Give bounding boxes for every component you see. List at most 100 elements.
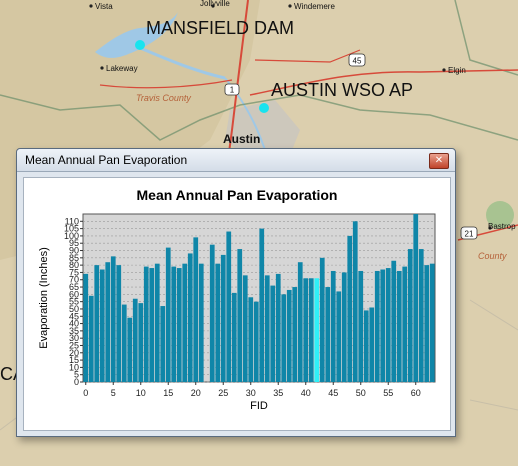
- town-label-lakeway: Lakeway: [106, 64, 138, 73]
- county-boundary: [0, 94, 518, 141]
- town-dot-bastrop: [488, 226, 492, 230]
- bar: [336, 291, 342, 382]
- county-label-travis: Travis County: [136, 93, 191, 103]
- x-tick-label: 20: [191, 388, 201, 398]
- river: [224, 77, 266, 151]
- x-tick-label: 45: [328, 388, 338, 398]
- county-label-bastrop: County: [478, 251, 507, 261]
- bar: [358, 270, 364, 382]
- bar: [149, 268, 155, 382]
- bar: [193, 237, 199, 382]
- bar: [402, 266, 408, 382]
- close-icon[interactable]: ✕: [429, 153, 449, 169]
- town-label-elgin: Elgin: [448, 66, 466, 75]
- bar: [264, 275, 270, 382]
- highway-2: [249, 69, 518, 96]
- x-tick-label: 30: [246, 388, 256, 398]
- x-tick-label: 10: [136, 388, 146, 398]
- bar: [176, 268, 182, 382]
- svg-text:45: 45: [353, 57, 362, 66]
- bar: [99, 269, 105, 382]
- x-tick-label: 0: [83, 388, 88, 398]
- y-axis-label: Evaporation (Inches): [38, 247, 50, 349]
- town-label-vista: Vista: [95, 2, 113, 11]
- bar: [154, 263, 160, 382]
- bar: [215, 263, 221, 382]
- town-dot-vista: [89, 4, 93, 8]
- window-titlebar[interactable]: Mean Annual Pan Evaporation ✕: [17, 149, 455, 172]
- bar: [231, 292, 237, 382]
- lake-travis: [95, 12, 178, 58]
- urban-area: [225, 100, 300, 160]
- bar: [165, 247, 171, 382]
- bar: [248, 297, 254, 382]
- y-tick-label: 25: [69, 340, 79, 350]
- y-tick-label: 105: [64, 224, 79, 234]
- station-point-mansfield-dam[interactable]: [135, 40, 145, 50]
- bar: [121, 304, 127, 382]
- bar: [171, 266, 177, 382]
- highway: [227, 0, 249, 161]
- road-shield-1: 1: [224, 83, 240, 96]
- city-label-austin: Austin: [223, 132, 261, 146]
- town-dot-lakeway: [100, 66, 104, 70]
- x-tick-label: 55: [383, 388, 393, 398]
- bastrop-park: [486, 201, 514, 229]
- bar-selected: [314, 278, 320, 382]
- chart-window[interactable]: Mean Annual Pan Evaporation ✕ Mean Annua…: [16, 148, 456, 437]
- svg-text:21: 21: [465, 230, 474, 239]
- x-tick-label: 40: [301, 388, 311, 398]
- bar: [325, 287, 331, 382]
- town-dot-windemere: [288, 4, 292, 8]
- bar: [275, 273, 281, 382]
- y-tick-label: 30: [69, 333, 79, 343]
- highway-4: [254, 49, 361, 63]
- bar: [253, 301, 259, 382]
- highway-3: [99, 79, 233, 89]
- town-dot-elgin: [442, 68, 446, 72]
- bar: [259, 228, 265, 382]
- y-tick-label: 55: [69, 297, 79, 307]
- bar: [297, 262, 303, 382]
- bar: [341, 272, 347, 382]
- bar: [396, 270, 402, 382]
- y-tick-label: 110: [65, 216, 79, 226]
- bar: [418, 249, 424, 382]
- window-title: Mean Annual Pan Evaporation: [25, 153, 188, 167]
- station-point-austin-wso-ap[interactable]: [259, 103, 269, 113]
- x-axis-label: FID: [250, 400, 268, 412]
- road-shield-45: 45: [348, 53, 366, 67]
- bar: [88, 295, 94, 382]
- bar: [132, 298, 138, 382]
- bar: [83, 273, 89, 382]
- bar: [424, 265, 430, 382]
- bar: [385, 268, 391, 382]
- chart-title: Mean Annual Pan Evaporation: [136, 187, 338, 203]
- bar: [160, 306, 166, 382]
- bar: [182, 263, 188, 382]
- bar: [220, 254, 226, 382]
- y-tick-label: 75: [69, 267, 79, 277]
- y-tick-label: 20: [69, 348, 79, 358]
- x-tick-label: 35: [273, 388, 283, 398]
- bar: [127, 317, 133, 382]
- bar: [281, 294, 287, 382]
- bar: [363, 310, 369, 382]
- bar: [330, 270, 336, 382]
- y-tick-label: 45: [69, 311, 79, 321]
- bar: [226, 231, 232, 382]
- bar: [319, 257, 325, 382]
- y-tick-label: 95: [69, 238, 79, 248]
- bar: [413, 214, 419, 382]
- bar: [308, 278, 314, 382]
- y-tick-label: 60: [69, 289, 79, 299]
- x-tick-label: 60: [411, 388, 421, 398]
- y-tick-label: 5: [74, 370, 79, 380]
- bar: [374, 270, 380, 382]
- bar: [352, 221, 358, 382]
- y-tick-label: 100: [64, 231, 79, 241]
- bar: [286, 289, 292, 382]
- bar: [237, 249, 243, 382]
- chart-panel: Mean Annual Pan Evaporation 0 5 10 15 20 25 30…: [23, 177, 451, 431]
- y-tick-label: 10: [69, 362, 79, 372]
